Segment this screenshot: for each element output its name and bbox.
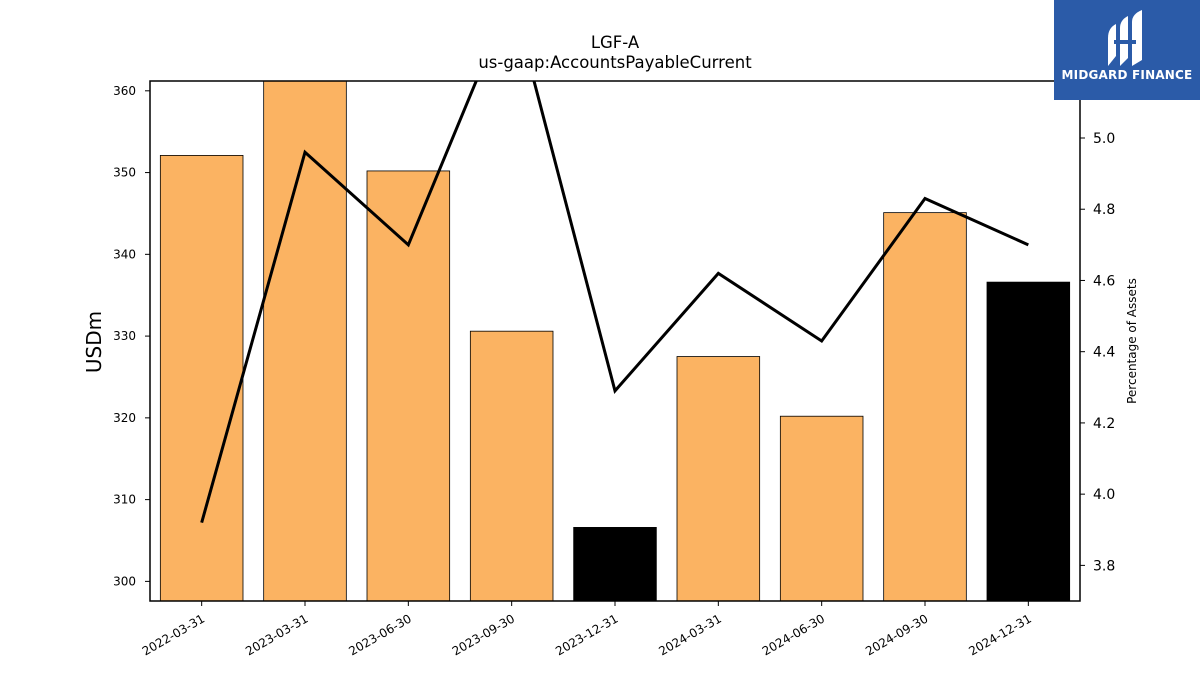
- x-tick-label: 2024-12-31: [966, 611, 1033, 658]
- y-tick-label-left: 360: [113, 84, 136, 98]
- x-tick-label: 2022-03-31: [140, 611, 207, 658]
- bar: [986, 281, 1071, 601]
- x-tick-label: 2024-06-30: [760, 611, 827, 658]
- x-tick-label: 2023-03-31: [243, 611, 310, 658]
- y-axis-right: 3.8 4.0 4.2 4.4 4.6 4.8 5.0: [1080, 131, 1115, 574]
- y-tick-label-left: 300: [113, 574, 136, 588]
- y-axis-label-right: Percentage of Assets: [1125, 278, 1139, 404]
- y-axis-label-left: USDm: [82, 311, 106, 373]
- y-tick-label-right: 4.2: [1093, 416, 1115, 432]
- bar: [366, 170, 451, 601]
- chart-subtitle: us-gaap:AccountsPayableCurrent: [478, 53, 752, 72]
- y-tick-label-left: 320: [113, 411, 136, 425]
- bar: [469, 330, 554, 601]
- brand-logo: MIDGARD FINANCE: [1054, 0, 1200, 100]
- y-tick-label-left: 350: [113, 166, 136, 180]
- line-series-path: [200, 81, 1029, 524]
- y-tick-label-right: 5.0: [1093, 131, 1115, 147]
- y-tick-label-right: 4.4: [1093, 345, 1115, 361]
- bar: [263, 81, 347, 601]
- y-tick-label-right: 4.0: [1093, 487, 1115, 503]
- x-tick-label: 2024-09-30: [863, 611, 930, 658]
- x-tick-label: 2024-03-31: [656, 611, 723, 658]
- bar: [779, 415, 864, 601]
- brand-name: MIDGARD FINANCE: [1061, 68, 1193, 82]
- x-tick-label: 2023-12-31: [553, 611, 620, 658]
- bar: [573, 527, 657, 601]
- y-tick-label-left: 310: [113, 493, 136, 507]
- chart-title: LGF-A: [591, 33, 640, 52]
- midgard-logo-icon: [1108, 10, 1142, 66]
- x-tick-label: 2023-06-30: [346, 611, 413, 658]
- y-tick-label-left: 340: [113, 247, 136, 261]
- bar: [883, 212, 967, 601]
- x-tick-label: 2023-09-30: [450, 611, 517, 658]
- y-tick-label-right: 4.6: [1093, 273, 1115, 289]
- y-tick-label-right: 4.8: [1093, 202, 1115, 218]
- bar: [676, 356, 761, 601]
- line-series: [200, 81, 1029, 524]
- x-axis: 2022-03-31 2023-03-31 2023-06-30 2023-09-30…: [140, 601, 1034, 658]
- y-tick-label-right: 3.8: [1093, 558, 1115, 574]
- y-tick-label-left: 330: [113, 329, 136, 343]
- bar: [159, 155, 244, 601]
- bar-group: [159, 81, 1071, 601]
- y-axis-left: 300 310 320 330 340 350 360: [113, 84, 150, 588]
